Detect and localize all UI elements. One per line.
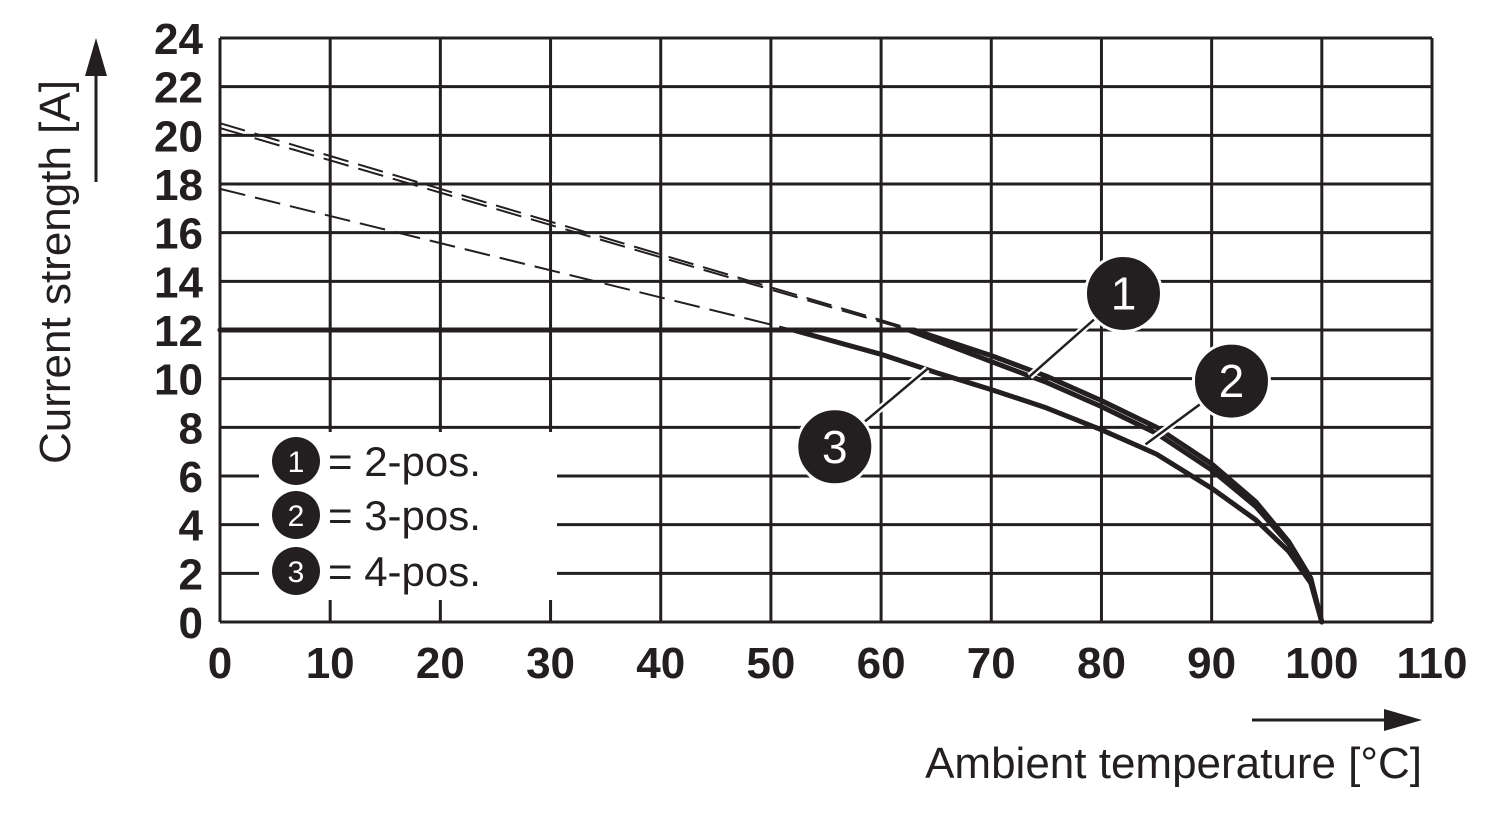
y-tick-label: 6 <box>179 453 203 502</box>
dashed-extensions <box>219 122 915 331</box>
x-tick-label: 50 <box>746 639 795 688</box>
x-tick-label: 110 <box>1397 639 1468 688</box>
series-1-dashed-line <box>219 122 915 331</box>
series-markers: 1 2 3 <box>795 254 1271 487</box>
x-tick-label: 60 <box>857 639 906 688</box>
y-tick-label: 16 <box>154 210 203 259</box>
y-axis-arrow-head <box>85 38 107 76</box>
x-axis-title: Ambient temperature [°C] <box>925 739 1422 788</box>
y-tick-label: 14 <box>154 258 203 307</box>
x-tick-labels: 0 10 20 30 40 50 60 70 80 90 100 110 <box>208 639 1468 688</box>
legend-entry-text: = 4-pos. <box>328 548 481 595</box>
x-axis-arrow-head <box>1384 709 1422 731</box>
legend-marker-3 <box>272 547 320 595</box>
legend-entry-text: = 3-pos. <box>328 492 481 539</box>
marker-pointers <box>832 290 1234 450</box>
marker-3-circle <box>795 407 875 487</box>
y-axis-title: Current strength [A] <box>31 80 80 464</box>
y-tick-label: 10 <box>154 356 203 405</box>
y-tick-label: 0 <box>179 599 203 648</box>
marker-1-label: 1 <box>1111 268 1137 320</box>
legend-marker-2 <box>272 491 320 539</box>
marker-1-circle <box>1083 254 1163 333</box>
series-3-dashed-line <box>219 187 794 331</box>
marker-2-circle <box>1191 341 1271 421</box>
x-tick-label: 90 <box>1187 639 1236 688</box>
legend-marker-label: 2 <box>288 500 305 533</box>
x-tick-label: 70 <box>967 639 1016 688</box>
x-tick-label: 30 <box>526 639 575 688</box>
series-3-line <box>217 327 1325 625</box>
x-tick-label: 0 <box>208 639 232 688</box>
y-tick-label: 8 <box>179 404 203 453</box>
x-tick-label: 80 <box>1077 639 1126 688</box>
legend-entry-text: = 2-pos. <box>328 438 481 485</box>
y-tick-label: 24 <box>154 15 203 64</box>
grid <box>218 36 1434 624</box>
y-tick-label: 4 <box>179 502 204 551</box>
x-tick-label: 10 <box>306 639 355 688</box>
y-tick-label: 2 <box>179 550 203 599</box>
y-tick-label: 22 <box>154 64 203 113</box>
marker-3-label: 3 <box>822 421 848 473</box>
legend: 1 = 2-pos. 2 = 3-pos. 3 = 4-pos. <box>259 432 557 600</box>
marker-2-label: 2 <box>1219 355 1245 407</box>
x-tick-label: 100 <box>1285 639 1358 688</box>
y-tick-label: 12 <box>154 307 203 356</box>
y-tick-label: 18 <box>154 161 203 210</box>
legend-marker-1 <box>272 437 320 485</box>
x-tick-label: 20 <box>416 639 465 688</box>
x-tick-label: 40 <box>636 639 685 688</box>
y-tick-label: 20 <box>154 112 203 161</box>
legend-marker-label: 1 <box>288 446 305 479</box>
legend-marker-label: 3 <box>288 556 305 589</box>
series-2-dashed-line <box>219 127 909 331</box>
